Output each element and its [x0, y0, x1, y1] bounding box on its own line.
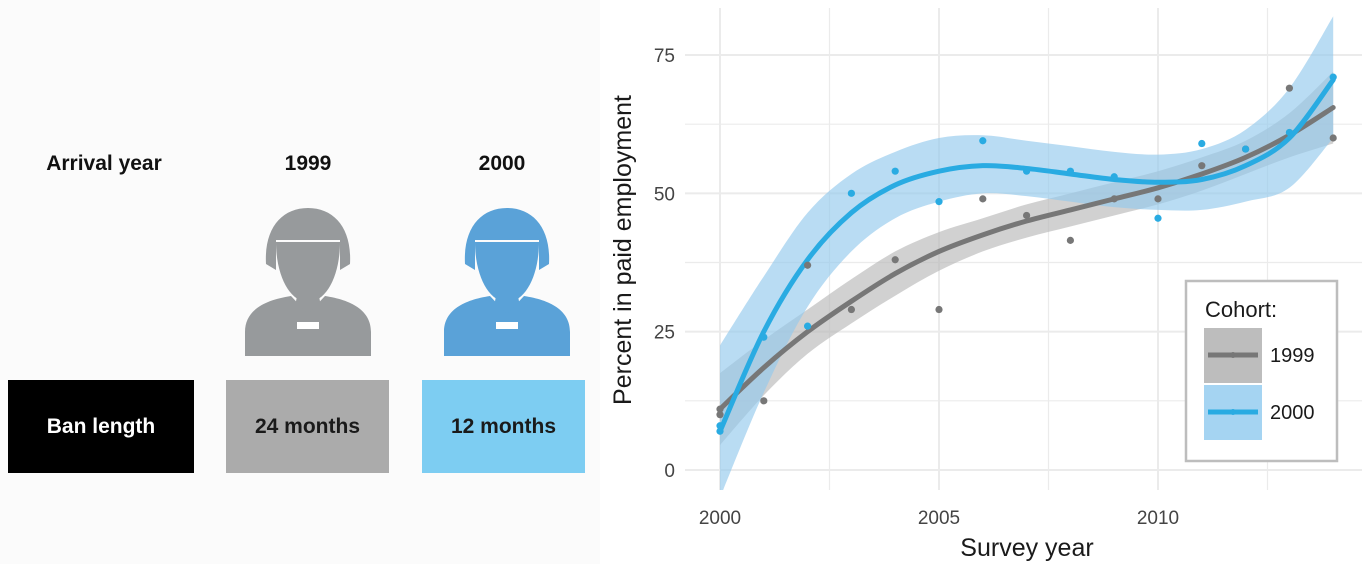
data-point-2000	[760, 333, 768, 341]
data-point-1999	[1066, 236, 1074, 244]
data-point-2000	[1198, 139, 1206, 148]
data-point-2000	[1110, 173, 1118, 181]
x-tick-label: 2005	[918, 508, 960, 529]
ban-length-label: Ban length	[8, 380, 194, 473]
data-point-1999	[979, 195, 987, 203]
x-tick-label: 2010	[1137, 508, 1179, 529]
confidence-band-2000	[720, 16, 1334, 490]
x-tick-label: 2000	[699, 508, 741, 529]
ban-1999-box: 24 months	[226, 380, 389, 473]
left-panel: Arrival year 1999 2000 Ban length 24 mon…	[0, 0, 600, 564]
legend-label-2000: 2000	[1270, 402, 1315, 424]
data-point-2000	[716, 422, 724, 430]
cohort-2000-year: 2000	[478, 152, 526, 175]
y-tick-label: 50	[654, 184, 675, 205]
data-point-1999	[1198, 162, 1206, 170]
data-point-1999	[935, 305, 943, 314]
data-point-2000	[1242, 145, 1250, 153]
y-tick-label: 25	[654, 323, 675, 344]
data-point-2000	[716, 427, 724, 435]
data-point-1999	[1285, 84, 1293, 92]
data-point-2000	[804, 322, 812, 330]
cohort-1999-year: 1999	[284, 152, 332, 175]
data-point-1999	[891, 256, 899, 264]
data-point-1999	[716, 405, 724, 413]
legend: Cohort: 1999 2000	[1184, 279, 1339, 463]
data-point-2000	[1285, 128, 1293, 137]
ban-2000-box: 12 months	[422, 380, 585, 473]
data-point-1999	[1329, 134, 1337, 142]
data-point-1999	[1023, 211, 1031, 220]
data-point-2000	[891, 167, 899, 175]
data-point-1999	[847, 305, 855, 314]
chart-area: 2000 2005 2010 0 25 50 75 Survey year Percent …	[600, 0, 1364, 564]
fit-line-2000	[717, 77, 1336, 434]
person-2000-icon	[444, 208, 570, 356]
legend-swatch-1999-point	[1230, 352, 1236, 358]
y-axis-label: Percent in paid employment	[609, 95, 637, 405]
fit-line-1999	[717, 105, 1336, 412]
legend-label-1999: 1999	[1270, 345, 1315, 367]
data-point-2000	[935, 198, 943, 206]
data-point-1999	[760, 397, 768, 405]
data-point-2000	[1329, 73, 1337, 81]
employment-chart: 2000 2005 2010 0 25 50 75 Survey year Percent …	[609, 8, 1362, 562]
legend-swatch-2000-point	[1230, 409, 1236, 415]
person-1999-icon	[245, 208, 371, 356]
y-tick-label: 75	[654, 46, 675, 67]
arrival-year-label: Arrival year	[46, 152, 162, 175]
x-axis-label: Survey year	[960, 534, 1093, 562]
data-point-1999	[716, 411, 724, 419]
data-point-2000	[1154, 214, 1162, 222]
data-point-1999	[1110, 195, 1118, 203]
data-point-2000	[847, 189, 855, 197]
data-point-1999	[1154, 195, 1162, 203]
data-point-2000	[1023, 167, 1031, 175]
data-point-1999	[804, 261, 812, 269]
data-point-2000	[1066, 167, 1074, 175]
data-point-2000	[979, 137, 987, 145]
y-tick-label: 0	[664, 461, 675, 482]
legend-title: Cohort:	[1205, 297, 1277, 322]
